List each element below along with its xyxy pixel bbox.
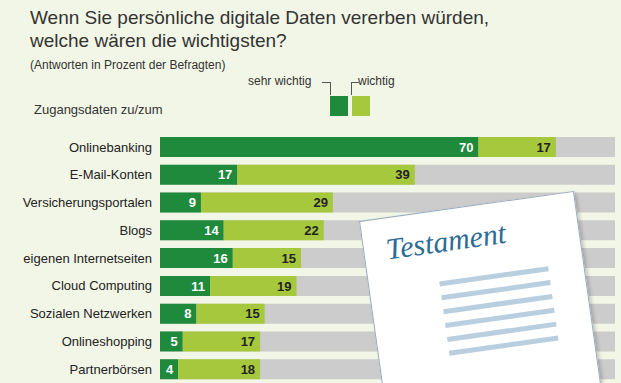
- svg-text:Blogs: Blogs: [119, 223, 152, 238]
- html-text:wichtig: wichtig: [358, 74, 395, 88]
- svg-text:17: 17: [218, 167, 232, 182]
- svg-text:E-Mail-Konten: E-Mail-Konten: [70, 167, 152, 182]
- svg-text:15: 15: [282, 251, 296, 266]
- svg-text:19: 19: [277, 279, 291, 294]
- html-text:sehr wichtig: sehr wichtig: [248, 74, 312, 88]
- svg-text:18: 18: [241, 362, 255, 377]
- svg-text:eigenen Internetseiten: eigenen Internetseiten: [23, 251, 152, 266]
- svg-text:Partnerbörsen: Partnerbörsen: [70, 362, 152, 377]
- svg-text:16: 16: [213, 251, 227, 266]
- svg-text:Sozialen Netzwerken: Sozialen Netzwerken: [30, 306, 152, 321]
- svg-text:17: 17: [241, 334, 255, 349]
- svg-text:8: 8: [184, 306, 191, 321]
- svg-text:39: 39: [395, 167, 409, 182]
- svg-text:5: 5: [171, 334, 178, 349]
- html-text:(Antworten in Prozent der Befr: (Antworten in Prozent der Befragten): [30, 58, 226, 72]
- html-text:Testament: Testament: [383, 216, 508, 266]
- svg-text:22: 22: [304, 223, 318, 238]
- svg-text:29: 29: [313, 195, 327, 210]
- svg-text:15: 15: [245, 306, 259, 321]
- svg-text:4: 4: [166, 362, 174, 377]
- svg-text:14: 14: [204, 223, 219, 238]
- svg-text:Cloud Computing: Cloud Computing: [52, 278, 152, 293]
- svg-text:11: 11: [191, 279, 205, 294]
- html-text:Wenn Sie persönliche digitale: Wenn Sie persönliche digitale Daten vere…: [30, 7, 490, 51]
- svg-text:9: 9: [189, 195, 196, 210]
- svg-text:Onlineshopping: Onlineshopping: [62, 334, 152, 349]
- svg-text:70: 70: [459, 140, 473, 155]
- svg-text:17: 17: [536, 140, 550, 155]
- svg-text:Onlinebanking: Onlinebanking: [69, 140, 152, 155]
- html-text:Zugangsdaten zu/zum: Zugangsdaten zu/zum: [34, 102, 163, 117]
- svg-text:Versicherungsportalen: Versicherungsportalen: [23, 195, 152, 210]
